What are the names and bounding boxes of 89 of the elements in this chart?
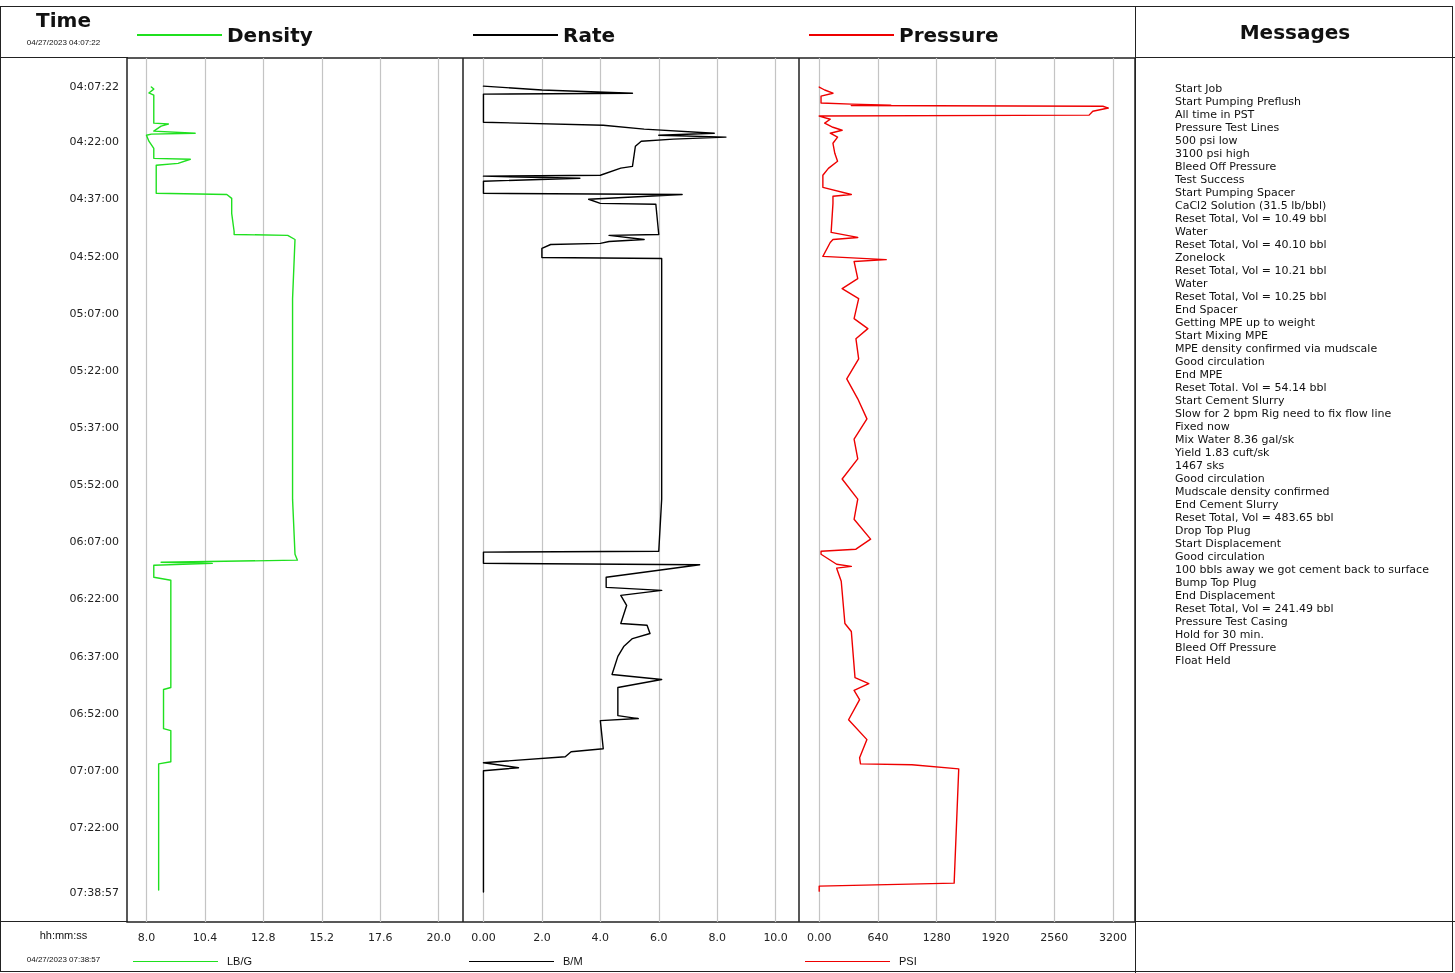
text: Drop Top Plug — [1175, 524, 1251, 537]
x-tick-label: 8.0 — [137, 931, 156, 944]
text: 04/27/2023 04:07:22 — [25, 38, 102, 47]
text: End Cement Slurry — [1175, 498, 1279, 511]
text: Water — [1175, 277, 1208, 290]
x-tick-label: 2.0 — [533, 931, 551, 944]
text: Slow for 2 bpm Rig need to fix flow line — [1175, 407, 1392, 420]
text: End Displacement — [1175, 589, 1276, 602]
x-tick-label: 15.2 — [309, 931, 335, 944]
y-tick-label: 06:07:00 — [69, 535, 119, 549]
x-axis-title: PSI — [899, 955, 917, 967]
text: Bump Top Plug — [1175, 576, 1257, 589]
text: Float Held — [1175, 654, 1231, 667]
text: Mudscale density confirmed — [1175, 485, 1330, 498]
x-tick-label: 3200 — [1098, 931, 1127, 944]
text: MPE density confirmed via mudscale — [1175, 342, 1378, 355]
text: Reset Total, Vol = 10.25 bbl — [1175, 290, 1327, 303]
text: CaCl2 Solution (31.5 lb/bbl) — [1175, 199, 1327, 212]
y-tick-label: 05:37:00 — [69, 421, 119, 435]
x-tick-label: 0.00 — [806, 931, 832, 944]
text: Good circulation — [1175, 472, 1265, 485]
text: Water — [1175, 225, 1208, 238]
text: 04/27/2023 07:38:57 — [25, 955, 102, 964]
text: Good circulation — [1175, 355, 1265, 368]
y-tick-label: 07:22:00 — [69, 821, 119, 835]
legend-label: Density — [227, 23, 313, 47]
y-tick-label: 06:22:00 — [69, 592, 119, 606]
y-tick-label: 07:38:57 — [69, 885, 119, 899]
y-tick-label: 05:52:00 — [69, 478, 119, 492]
x-tick-label: 1920 — [981, 931, 1010, 944]
text: Good circulation — [1175, 550, 1265, 563]
y-tick-label: 05:22:00 — [69, 363, 119, 377]
y-axis-title: Time — [35, 8, 92, 32]
x-tick-label: 2560 — [1040, 931, 1069, 944]
y-tick-label: 04:37:00 — [69, 192, 119, 206]
text: Bleed Off Pressure — [1175, 641, 1277, 654]
text: 3100 psi high — [1175, 147, 1250, 160]
x-tick-label: 4.0 — [591, 931, 610, 944]
text: Start Mixing MPE — [1175, 329, 1269, 342]
x-tick-label: 6.0 — [650, 931, 668, 944]
text: Start Displacement — [1175, 537, 1281, 550]
text: End MPE — [1175, 368, 1223, 381]
x-tick-label: 640 — [867, 931, 889, 944]
x-tick-label: 17.6 — [367, 931, 393, 944]
text: Start Pumping Spacer — [1175, 186, 1296, 199]
x-tick-label: 12.8 — [251, 931, 276, 944]
text: 500 psi low — [1175, 134, 1238, 147]
x-tick-label: 10.4 — [192, 931, 218, 944]
legend-label: Pressure — [899, 23, 999, 47]
y-tick-label: 04:52:00 — [69, 249, 119, 263]
text: Messages — [1238, 20, 1352, 44]
y-tick-label: 06:52:00 — [69, 706, 119, 720]
x-tick-label: 1280 — [922, 931, 951, 944]
x-tick-label: 8.0 — [708, 931, 726, 944]
x-axis-title: LB/G — [227, 955, 253, 967]
text: 1467 sks — [1175, 459, 1225, 472]
text: Reset Total, Vol = 10.21 bbl — [1175, 264, 1327, 277]
y-tick-label: 04:07:22 — [69, 79, 119, 93]
text: Reset Total, Vol = 10.49 bbl — [1175, 212, 1327, 225]
text: Start Job — [1175, 82, 1223, 95]
text: Test Success — [1175, 173, 1245, 186]
x-tick-label: 10.0 — [763, 931, 788, 944]
text: Reset Total, Vol = 40.10 bbl — [1175, 238, 1327, 251]
text: Yield 1.83 cuft/sk — [1175, 446, 1270, 459]
x-tick-label: 0.00 — [471, 931, 496, 944]
text: Zonelock — [1175, 251, 1226, 264]
text: Mix Water 8.36 gal/sk — [1175, 433, 1295, 446]
y-tick-label: 07:07:00 — [69, 763, 119, 777]
text: Start Cement Slurry — [1175, 394, 1285, 407]
text: Start Pumping Preflush — [1175, 95, 1302, 108]
text: Pressure Test Lines — [1175, 121, 1280, 134]
text: Getting MPE up to weight — [1175, 316, 1316, 329]
text: Hold for 30 min. — [1175, 628, 1264, 641]
text: hh:mm:ss — [38, 929, 89, 941]
x-tick-label: 20.0 — [426, 931, 451, 944]
text: Bleed Off Pressure — [1175, 160, 1277, 173]
text: 100 bbls away we got cement back to surface — [1175, 563, 1429, 576]
text: All time in PST — [1175, 108, 1255, 121]
legend-label: Rate — [563, 23, 616, 47]
text: Pressure Test Casing — [1175, 615, 1288, 628]
text: Reset Total, Vol = 241.49 bbl — [1175, 602, 1334, 615]
y-tick-label: 04:22:00 — [69, 135, 119, 149]
text: Reset Total, Vol = 483.65 bbl — [1175, 511, 1334, 524]
text: Reset Total. Vol = 54.14 bbl — [1175, 381, 1327, 394]
y-tick-label: 06:37:00 — [69, 649, 119, 663]
text: Fixed now — [1175, 420, 1230, 433]
text: End Spacer — [1175, 303, 1238, 316]
x-axis-title: B/M — [563, 955, 583, 967]
y-tick-label: 05:07:00 — [69, 306, 119, 320]
